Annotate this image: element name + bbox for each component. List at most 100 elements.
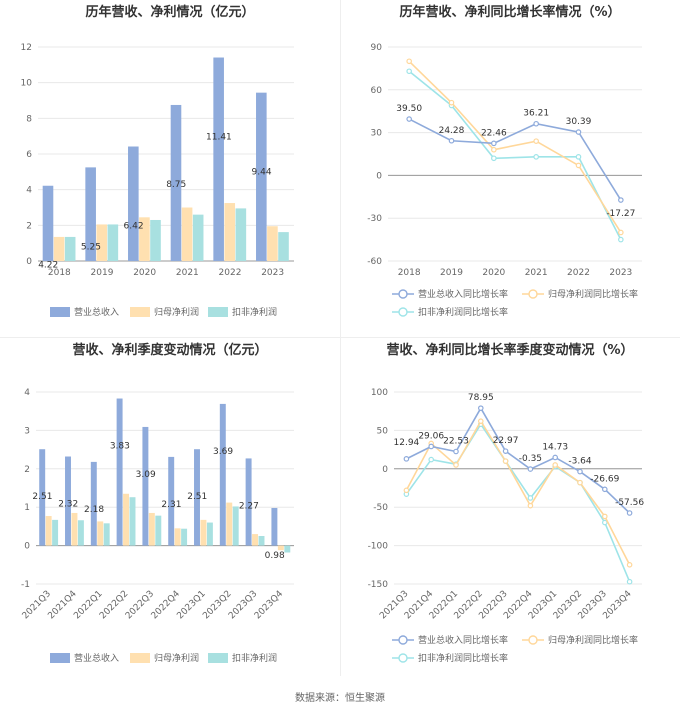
bar [52,519,59,546]
quarterly-revenue-profit-chart: 营收、净利季度变动情况（亿元）-1012342.512021Q32.322021… [21,342,294,664]
data-point [577,479,583,486]
bar [224,203,236,261]
data-point [552,454,559,461]
y-tick-label: 2 [24,465,30,475]
data-point [575,129,582,135]
bar [71,512,78,546]
data-label: -0.35 [519,454,542,464]
data-label: 30.39 [566,117,592,127]
data-label: -26.69 [590,474,619,484]
bar [252,534,259,546]
vertical-divider [340,0,341,676]
data-point [428,456,435,463]
data-label: 29.06 [418,431,444,441]
bar [271,507,278,546]
data-label: 3.09 [136,470,156,480]
data-point [478,418,484,424]
y-tick-label: 0 [382,465,388,475]
data-label: 39.50 [396,104,422,114]
bar [168,456,175,546]
data-point [618,236,624,243]
bar [85,167,96,261]
data-point [502,448,509,454]
series-line [408,70,622,240]
bar [284,545,291,553]
y-tick-label: 8 [26,114,32,124]
data-label: 9.44 [252,168,272,178]
bar [226,502,233,546]
bar [103,523,110,546]
x-tick-label: 2020 [482,268,505,278]
legend-swatch [50,307,70,317]
series-line [405,419,631,566]
legend-label: 营业总收入 [74,652,119,664]
y-tick-label: -50 [373,503,388,513]
data-label: 12.94 [394,438,420,448]
bar [142,426,149,546]
chart-title: 营收、净利季度变动情况（亿元） [72,342,267,358]
data-point [626,562,633,568]
bar [232,506,239,546]
data-label: 3.69 [213,447,233,457]
data-point [453,448,459,455]
x-tick-label: 2022 [219,268,242,278]
bar [42,185,54,261]
x-tick-label: 2021 [525,268,548,278]
y-tick-label: 30 [371,129,383,139]
data-source-label: 数据来源：恒生聚源 [295,693,385,704]
bar [123,493,130,546]
bar [278,232,289,261]
y-tick-label: 1 [24,503,30,513]
data-point [618,229,624,236]
legend-marker [528,635,538,645]
bar [96,224,108,261]
y-tick-label: 6 [26,150,32,160]
legend-label: 扣非净利润 [232,306,277,318]
chart-title: 历年营收、净利情况（亿元） [85,4,254,20]
bar [77,520,84,546]
x-tick-label: 2019 [440,268,463,278]
data-point [491,146,497,153]
series-line [408,60,622,233]
bar [200,519,207,546]
bar [155,515,162,546]
data-point [552,462,559,468]
legend-marker [398,289,408,299]
x-tick-label: 2020 [133,268,156,278]
bar [174,528,181,546]
legend-marker [398,653,408,663]
bar [235,208,247,261]
legend-marker [398,307,408,317]
legend-label: 扣非净利润同比增长率 [418,652,508,664]
bar [116,398,123,546]
data-label: 36.21 [523,109,549,119]
data-label: 22.53 [443,436,469,446]
bar [219,403,226,546]
legend-label: 营业总收入同比增长率 [418,634,508,646]
legend-label: 营业总收入同比增长率 [418,288,508,300]
data-point [448,99,455,106]
legend-label: 归母净利润 [154,306,199,318]
data-label: 6.42 [124,222,144,232]
data-label: 24.28 [439,126,465,136]
y-tick-label: -60 [367,257,382,267]
y-tick-label: 0 [376,171,382,181]
data-point [448,137,455,144]
x-tick-label: 2022 [567,268,590,278]
y-tick-label: -30 [367,214,382,224]
bar [256,92,267,261]
y-tick-label: -1 [21,580,30,590]
data-point [502,458,509,464]
y-tick-label: 100 [371,388,388,398]
data-label: 14.73 [542,442,568,452]
y-tick-label: 0 [24,542,30,552]
legend-swatch [130,307,150,317]
bar [148,512,155,546]
legend-swatch [50,653,70,663]
x-tick-label: 2023Q4 [253,589,286,622]
y-tick-label: 4 [24,388,30,398]
quarterly-growth-rate-chart: 营收、净利同比增长率季度变动情况（%） -150 -100 -50 0 50 100 12.9… [368,342,645,664]
bar [181,528,188,546]
y-tick-label: 12 [21,43,32,53]
